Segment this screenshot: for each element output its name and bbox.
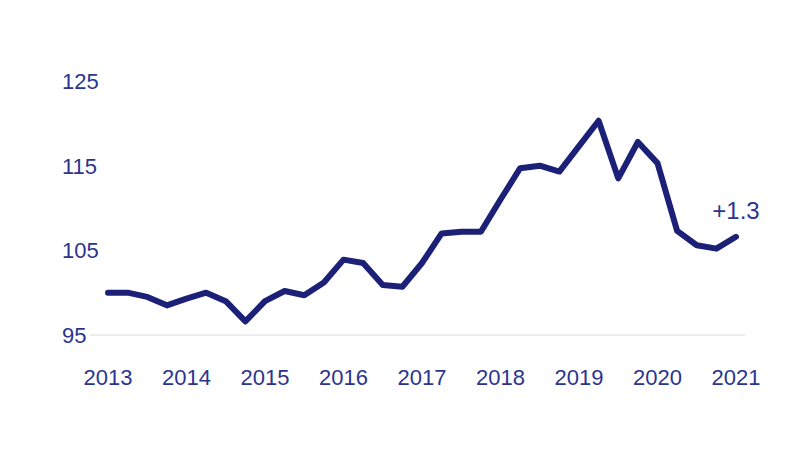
annotation: +1.3 [712,197,759,224]
data-line [108,121,736,322]
x-axis-line [90,335,745,336]
x-tick-label: 2020 [633,365,682,390]
x-tick-label: 2018 [476,365,525,390]
x-tick-label: 2017 [398,365,447,390]
chart-svg: 95 105 115 125 2013 2014 2015 2016 2017 2018 2019 2… [0,0,800,450]
x-tick-label: 2016 [319,365,368,390]
x-tick-label: 2019 [555,365,604,390]
chart-container: 95 105 115 125 2013 2014 2015 2016 2017 2018 2019 2… [0,0,800,450]
y-tick-label: 115 [62,154,97,179]
y-tick-label: 95 [62,323,86,348]
plot-area [108,121,736,322]
y-tick-label: 125 [62,69,99,94]
y-tick-label: 105 [62,238,99,263]
x-tick-label: 2013 [84,365,133,390]
x-tick-label: 2015 [241,365,290,390]
x-tick-label: 2014 [162,365,211,390]
x-tick-label: 2021 [712,365,761,390]
